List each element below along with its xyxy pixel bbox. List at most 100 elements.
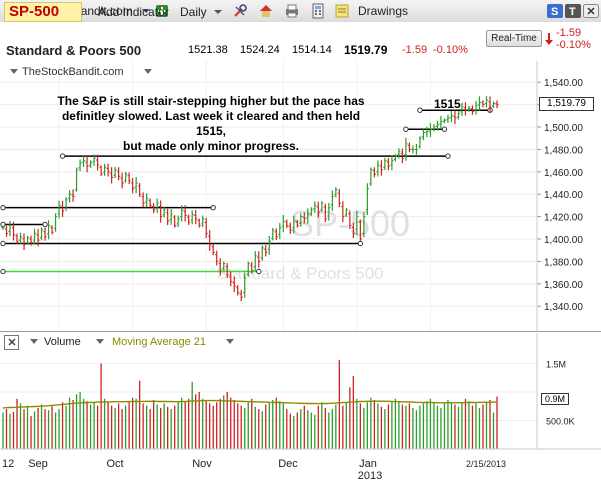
calculator-icon[interactable] <box>310 3 326 19</box>
price-bar <box>474 101 478 115</box>
price-bar <box>57 200 61 219</box>
price-bar <box>36 229 40 247</box>
close-icon[interactable] <box>583 3 599 19</box>
price-bar <box>95 154 100 171</box>
change-value: -1.59 <box>402 44 428 56</box>
level-handle <box>42 221 48 228</box>
period-select[interactable]: Daily <box>180 5 207 19</box>
s-badge-icon[interactable]: S <box>547 3 563 19</box>
price-bar <box>362 212 366 238</box>
price-bar <box>320 201 324 212</box>
price-bar <box>281 215 285 233</box>
x-tick-label: 2013 <box>358 470 382 482</box>
right-pct-change: -0.10% <box>556 39 591 51</box>
symbol-input[interactable]: SP-500 <box>9 3 60 20</box>
price-bar <box>169 208 173 225</box>
price-bar <box>229 271 233 287</box>
price-bar <box>152 203 156 214</box>
price-bar <box>425 126 429 138</box>
price-bar <box>250 261 254 274</box>
price-bar <box>120 172 124 189</box>
level-handle <box>417 107 423 113</box>
price-bar <box>316 201 320 218</box>
volume-settings-icon[interactable] <box>26 335 42 351</box>
price-tick-label: 1,400.00 <box>544 235 583 246</box>
price-bar <box>1 225 5 230</box>
price-bar <box>204 217 208 239</box>
symbol-box[interactable]: SP-500 <box>4 2 82 22</box>
price-panel: SP-500 Standard & Poors 500 1,340.00 1,36… <box>0 61 601 331</box>
price-bar <box>495 100 499 109</box>
price-bar <box>176 215 180 228</box>
price-bar <box>323 203 327 223</box>
price-bar <box>15 233 19 244</box>
price-bar <box>81 155 86 167</box>
price-bar <box>418 136 422 149</box>
x-tick-label: Nov <box>192 458 212 470</box>
price-bar <box>155 198 159 213</box>
quote-bar: Standard & Poors 500 1521.38 1524.24 151… <box>0 22 601 60</box>
price-bar <box>243 272 247 298</box>
dropdown-icon[interactable] <box>138 3 154 19</box>
price-tick-label: 1,460.00 <box>544 168 583 179</box>
last-price-tag: 1,519.79 <box>539 97 594 111</box>
price-bar <box>383 157 387 171</box>
price-bar <box>299 213 303 227</box>
price-bar <box>222 261 226 271</box>
price-tick-label: 1,420.00 <box>544 213 583 224</box>
right-change: -1.59 <box>556 27 582 39</box>
notepad-icon[interactable] <box>334 3 350 19</box>
x-tick-label: Sep <box>28 458 48 470</box>
price-bar <box>148 198 152 208</box>
level-handle <box>445 153 451 159</box>
ma-dropdown-icon[interactable] <box>222 335 238 351</box>
t-badge-icon[interactable]: T <box>565 3 581 19</box>
price-bar <box>127 172 131 185</box>
price-bar <box>453 110 457 125</box>
price-chart[interactable]: SP-500 Standard & Poors 500 1,340.001,36… <box>0 61 601 331</box>
realtime-button[interactable]: Real-Time <box>486 30 542 47</box>
add-indicator-button[interactable]: Add Indicator <box>98 5 169 19</box>
price-grid <box>0 61 537 331</box>
price-bar <box>260 245 264 261</box>
volume-tick-label: 500.0K <box>546 417 575 427</box>
price-bar <box>117 167 121 181</box>
wrench-icon[interactable] <box>232 3 248 19</box>
price-bars <box>1 96 499 302</box>
period-dropdown-icon[interactable] <box>210 4 226 20</box>
price-bar <box>369 167 373 186</box>
volume-tick-label: 1.5M <box>546 360 566 370</box>
plus-icon[interactable] <box>154 3 170 19</box>
price-bar <box>190 210 194 225</box>
price-bar <box>442 118 447 124</box>
price-bar <box>225 263 229 279</box>
price-bar <box>421 129 426 141</box>
price-bar <box>337 189 341 208</box>
watermark-name: Standard & Poors 500 <box>216 264 383 283</box>
drawings-button[interactable]: Drawings <box>358 4 409 18</box>
source-dropdown-icon[interactable] <box>140 65 156 81</box>
volume-dropdown-icon[interactable] <box>92 335 108 351</box>
annotation-line: but made only minor progress. <box>122 139 300 153</box>
price-bar <box>22 233 26 250</box>
pct-change-value: -0.10% <box>433 44 468 56</box>
price-bar <box>187 214 191 225</box>
price-bar <box>379 160 383 176</box>
price-bar <box>264 245 268 257</box>
price-bar <box>460 102 464 116</box>
x-tick-label: 12 <box>2 458 14 470</box>
volume-panel: 500.0K 1.5M 12 Sep Oct Nov Dec Jan 2013 2/15/201… <box>0 331 601 483</box>
price-bar <box>103 163 107 176</box>
price-bar <box>411 145 415 154</box>
price-bar <box>166 208 170 226</box>
collapse-icon[interactable] <box>6 65 22 81</box>
home-icon[interactable] <box>258 3 274 19</box>
price-bar <box>446 114 450 124</box>
price-bar <box>344 207 348 217</box>
price-bar <box>358 219 362 242</box>
printer-icon[interactable] <box>284 3 300 19</box>
remove-indicator-icon[interactable] <box>4 335 19 350</box>
price-bar <box>313 201 317 213</box>
price-bar <box>218 258 222 276</box>
